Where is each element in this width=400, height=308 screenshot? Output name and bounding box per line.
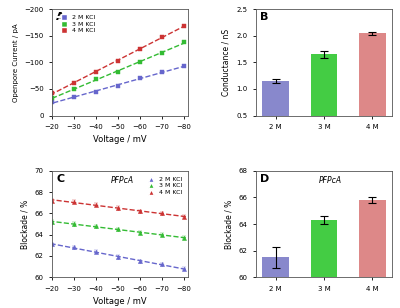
Bar [359, 200, 386, 308]
Text: C: C [56, 174, 64, 184]
Text: PFPcA: PFPcA [111, 176, 134, 185]
Bar [311, 55, 337, 142]
Bar [311, 220, 337, 308]
Y-axis label: Blockade / %: Blockade / % [20, 199, 29, 249]
Text: B: B [260, 12, 268, 22]
Legend: 2 M KCl, 3 M KCl, 4 M KCl: 2 M KCl, 3 M KCl, 4 M KCl [55, 12, 98, 36]
Bar [359, 33, 386, 142]
Text: A: A [56, 12, 65, 22]
Y-axis label: Openpore Current / pA: Openpore Current / pA [13, 23, 19, 102]
Bar [262, 257, 289, 308]
Bar [262, 81, 289, 142]
Y-axis label: Blockade / %: Blockade / % [224, 199, 233, 249]
Y-axis label: Conductance / nS: Conductance / nS [222, 29, 231, 96]
Legend: 2 M KCl, 3 M KCl, 4 M KCl: 2 M KCl, 3 M KCl, 4 M KCl [142, 174, 185, 198]
Text: D: D [260, 174, 269, 184]
X-axis label: Voltage / mV: Voltage / mV [93, 136, 147, 144]
X-axis label: Voltage / mV: Voltage / mV [93, 297, 147, 306]
Text: PFPcA: PFPcA [319, 176, 342, 185]
